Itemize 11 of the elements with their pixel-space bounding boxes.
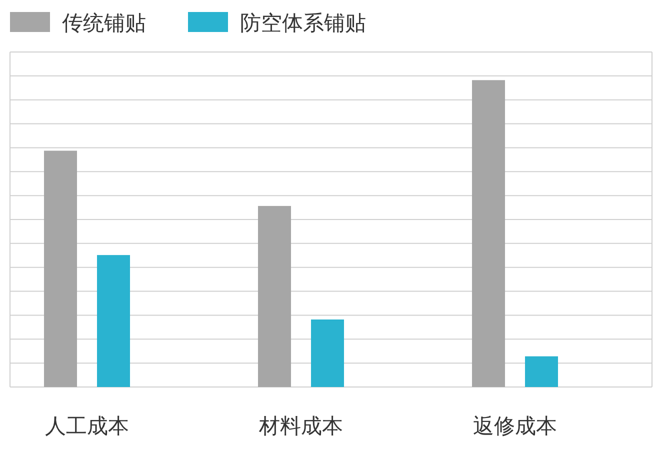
bar	[311, 319, 344, 387]
x-tick-label: 材料成本	[258, 414, 343, 438]
bar	[472, 80, 505, 387]
bar	[97, 255, 130, 387]
bar	[258, 206, 291, 387]
legend-label: 传统铺贴	[62, 11, 146, 35]
bar	[44, 150, 77, 387]
x-tick-label: 返修成本	[473, 414, 557, 438]
bar	[525, 356, 558, 387]
x-tick-label: 人工成本	[45, 414, 129, 438]
legend-label: 防空体系铺贴	[240, 11, 366, 35]
